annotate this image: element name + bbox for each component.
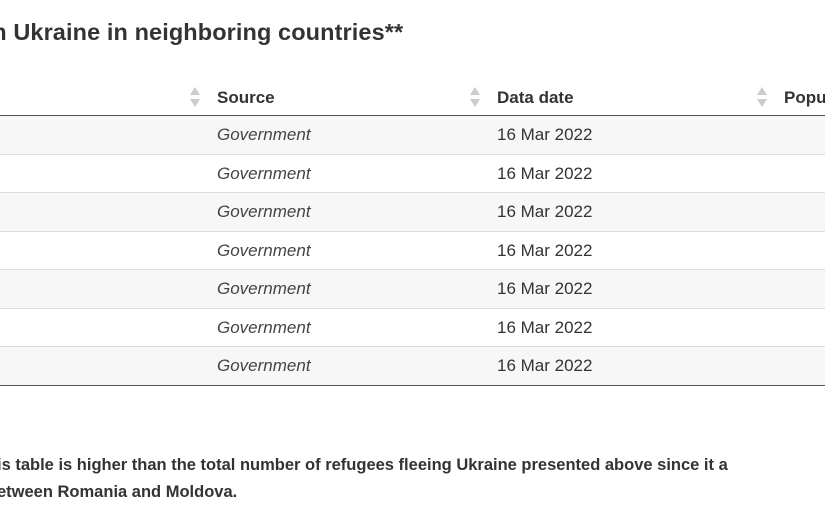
footnote-line: is table is higher than the total number… <box>0 456 728 474</box>
sort-icon[interactable] <box>469 85 481 109</box>
cell-data-date: 16 Mar 2022 <box>497 279 593 298</box>
cell-source: Government <box>217 125 311 144</box>
table-header-row: Source Data date Popu <box>0 78 825 116</box>
table-row: Government 16 Mar 2022 <box>0 308 825 347</box>
cell-source: Government <box>217 356 311 375</box>
column-header-source[interactable]: Source <box>217 88 275 107</box>
column-header-data-date[interactable]: Data date <box>497 88 574 107</box>
cell-data-date: 16 Mar 2022 <box>497 163 593 183</box>
table-row: Government 16 Mar 2022 <box>0 270 825 309</box>
cell-data-date: 16 Mar 2022 <box>497 125 593 144</box>
cell-data-date: 16 Mar 2022 <box>497 317 593 337</box>
cell-source: Government <box>217 279 311 298</box>
data-table: Source Data date Popu Government 16 Mar … <box>0 78 825 386</box>
cell-data-date: 16 Mar 2022 <box>497 240 593 260</box>
cell-data-date: 16 Mar 2022 <box>497 202 593 221</box>
table-title: rom Ukraine in neighboring countries** <box>0 19 404 45</box>
sort-icon[interactable] <box>756 85 768 109</box>
cell-source: Government <box>217 240 311 260</box>
table-row: Government 16 Mar 2022 <box>0 154 825 193</box>
table-row: Government 16 Mar 2022 <box>0 347 825 386</box>
cell-source: Government <box>217 317 311 337</box>
table-row: Government 16 Mar 2022 <box>0 193 825 232</box>
sort-icon[interactable] <box>189 85 201 109</box>
footnote: is table is higher than the total number… <box>0 452 728 506</box>
column-header-population[interactable]: Popu <box>784 88 825 107</box>
cell-source: Government <box>217 202 311 221</box>
cell-source: Government <box>217 163 311 183</box>
table-row: Government 16 Mar 2022 <box>0 116 825 155</box>
cell-data-date: 16 Mar 2022 <box>497 356 593 375</box>
footnote-line: etween Romania and Moldova. <box>0 483 238 501</box>
table-row: Government 16 Mar 2022 <box>0 231 825 270</box>
